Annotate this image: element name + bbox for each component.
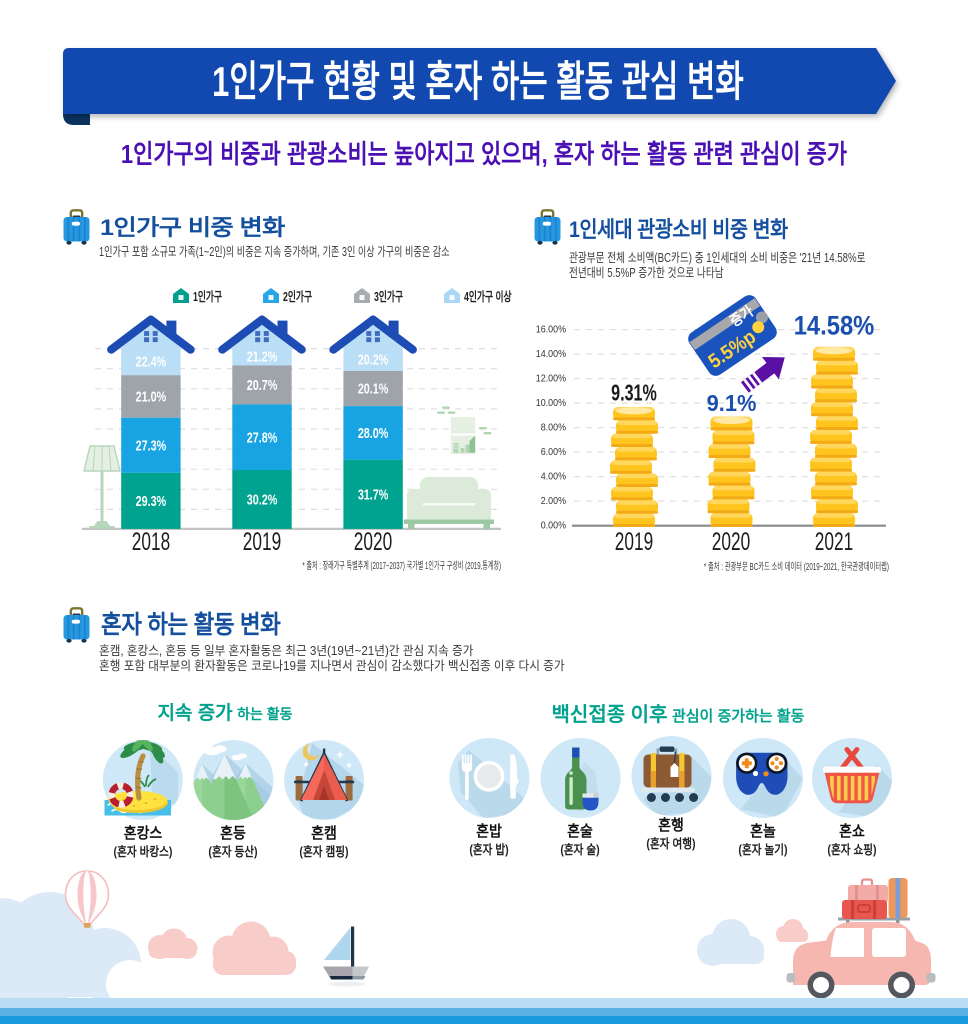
svg-text:14.00%: 14.00%	[536, 348, 567, 360]
svg-text:20.1%: 20.1%	[358, 380, 389, 397]
svg-text:0.00%: 0.00%	[541, 520, 567, 532]
svg-text:12.00%: 12.00%	[536, 373, 567, 385]
svg-text:2.00%: 2.00%	[541, 495, 567, 507]
svg-text:14.58%: 14.58%	[794, 311, 875, 341]
svg-text:22.4%: 22.4%	[136, 353, 167, 370]
svg-text:10.00%: 10.00%	[536, 397, 567, 409]
svg-text:27.3%: 27.3%	[136, 437, 167, 454]
svg-text:20.7%: 20.7%	[247, 376, 278, 393]
svg-text:31.7%: 31.7%	[358, 486, 389, 503]
svg-text:4.00%: 4.00%	[541, 471, 567, 483]
svg-text:30.2%: 30.2%	[247, 491, 278, 508]
svg-text:28.0%: 28.0%	[358, 424, 389, 441]
svg-text:9.1%: 9.1%	[707, 391, 757, 417]
svg-text:6.00%: 6.00%	[541, 446, 567, 458]
svg-text:21.2%: 21.2%	[247, 348, 278, 365]
svg-text:21.0%: 21.0%	[136, 388, 167, 405]
svg-text:29.3%: 29.3%	[136, 492, 167, 509]
svg-text:20.2%: 20.2%	[358, 351, 389, 368]
svg-text:16.00%: 16.00%	[536, 324, 567, 336]
svg-text:9.31%: 9.31%	[611, 381, 657, 406]
svg-text:8.00%: 8.00%	[541, 422, 567, 434]
svg-text:27.8%: 27.8%	[247, 429, 278, 446]
